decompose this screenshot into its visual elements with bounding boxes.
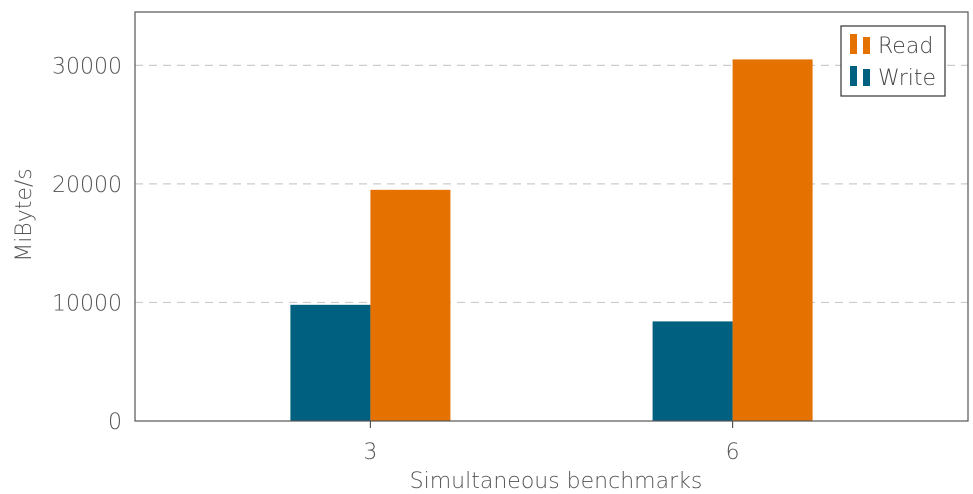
bar-read-3 xyxy=(370,189,451,421)
y-tick-label: 20000 xyxy=(52,173,122,198)
y-tick-label: 30000 xyxy=(52,54,122,79)
bar-read-6 xyxy=(732,59,813,421)
plot-frame xyxy=(134,11,969,422)
grid-lines xyxy=(135,64,968,304)
y-tick-label: 10000 xyxy=(52,291,122,316)
y-tick-label: 0 xyxy=(108,410,122,435)
bar-write-6 xyxy=(652,321,733,421)
legend-swatch-write-b xyxy=(863,69,870,86)
legend-box xyxy=(840,25,946,97)
legend: Read Write xyxy=(840,25,946,97)
x-tick-label: 3 xyxy=(363,440,377,465)
bar-write-3 xyxy=(290,304,371,421)
y-axis-label: MiByte/s xyxy=(12,168,37,262)
legend-swatch-write xyxy=(850,66,857,86)
plot-border xyxy=(134,11,969,422)
legend-label-read: Read xyxy=(878,34,933,59)
legend-swatch-read-b xyxy=(863,37,870,54)
y-axis-ticks: 0 10000 20000 30000 xyxy=(52,54,122,435)
legend-label-write: Write xyxy=(878,66,936,91)
bars xyxy=(290,59,813,421)
x-axis-label: Simultaneous benchmarks xyxy=(410,469,703,494)
legend-swatch-read xyxy=(850,34,857,54)
x-tick-label: 6 xyxy=(726,440,740,465)
